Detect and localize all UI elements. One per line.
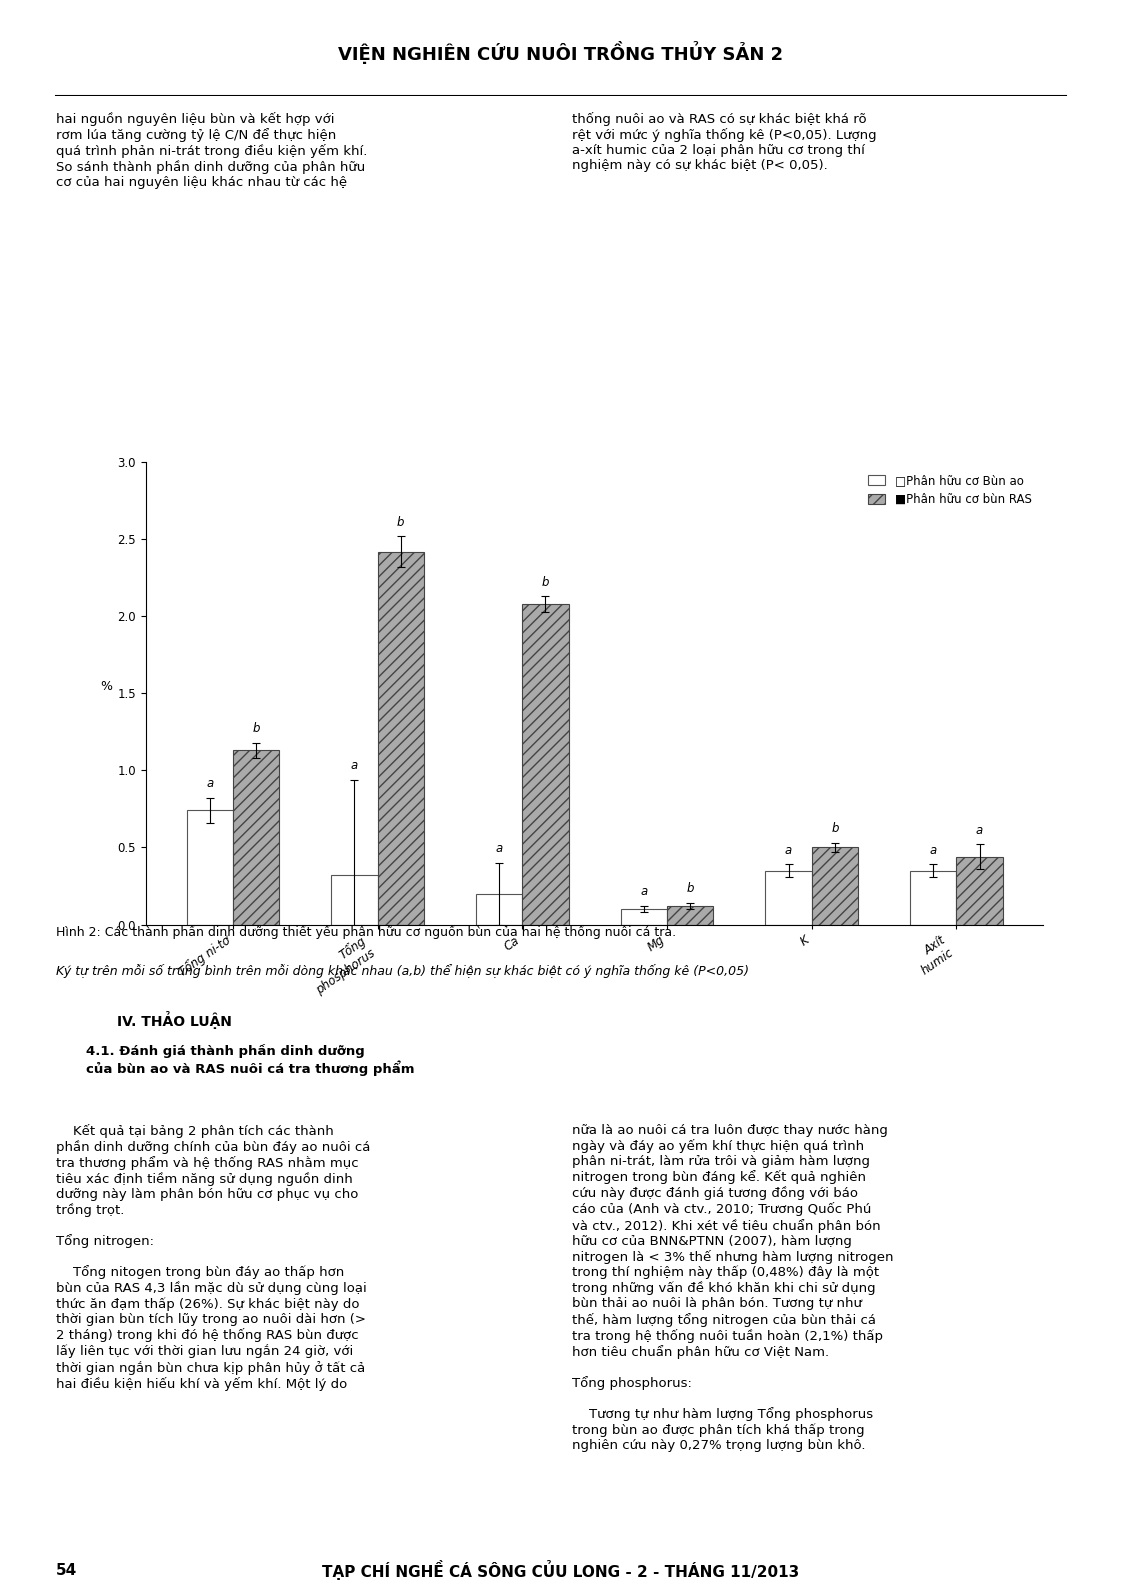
Bar (620, 909, 666, 925)
Text: a: a (976, 824, 983, 837)
Text: IV. THẢO LUẬN: IV. THẢO LUẬN (117, 1011, 231, 1030)
Text: b: b (397, 515, 405, 529)
Text: b: b (542, 575, 549, 588)
Bar (331, 875, 378, 925)
Y-axis label: %: % (100, 681, 112, 693)
Text: Ký tự trên mỗi số trung bình trên mỗi dòng khác nhau (a,b) thể hiện sự khác biệt: Ký tự trên mỗi số trung bình trên mỗi dò… (56, 963, 749, 977)
Bar (186, 810, 233, 925)
Bar (476, 894, 523, 925)
Bar (378, 552, 424, 925)
Text: a: a (496, 842, 503, 854)
Text: 54: 54 (56, 1562, 77, 1578)
Text: nữa là ao nuôi cá tra luôn được thay nước hàng
ngày và đáy ao yếm khí thực hiện : nữa là ao nuôi cá tra luôn được thay nướ… (572, 1124, 894, 1452)
Text: a: a (930, 843, 937, 856)
Text: b: b (687, 881, 693, 896)
Text: VIỆN NGHIÊN CỨU NUÔI TRỒNG THỦY SẢN 2: VIỆN NGHIÊN CỨU NUÔI TRỒNG THỦY SẢN 2 (339, 41, 783, 64)
Text: b: b (831, 823, 838, 835)
Text: 4.1. Đánh giá thành phần dinh dưỡng
của bùn ao và RAS nuôi cá tra thương phẩm: 4.1. Đánh giá thành phần dinh dưỡng của … (85, 1044, 414, 1076)
Bar (666, 905, 714, 925)
Bar (910, 870, 956, 925)
Bar (523, 604, 569, 925)
Text: Kết quả tại bảng 2 phân tích các thành
phần dinh dưỡng chính của bùn đáy ao nuôi: Kết quả tại bảng 2 phân tích các thành p… (56, 1124, 370, 1392)
Bar (811, 848, 858, 925)
Text: a: a (351, 759, 358, 771)
Text: b: b (252, 722, 260, 735)
Text: hai nguồn nguyên liệu bùn và kết hợp với
rơm lúa tăng cường tỷ lệ C/N để thực hi: hai nguồn nguyên liệu bùn và kết hợp với… (56, 112, 368, 190)
Text: a: a (641, 885, 647, 899)
Text: TẠP CHÍ NGHỀ CÁ SÔNG CỦU LONG - 2 - THÁNG 11/2013: TẠP CHÍ NGHỀ CÁ SÔNG CỦU LONG - 2 - THÁN… (322, 1561, 800, 1580)
Text: a: a (785, 843, 792, 856)
Bar (233, 751, 279, 925)
Text: thống nuôi ao và RAS có sự khác biệt khá rõ
rệt với mức ý nghĩa thống kê (P<0,05: thống nuôi ao và RAS có sự khác biệt khá… (572, 112, 877, 172)
Text: Hình 2: Các thành phần dinh dưỡng thiết yếu phân hữu cơ nguồn bùn của hai hệ thố: Hình 2: Các thành phần dinh dưỡng thiết … (56, 925, 677, 939)
Legend: □Phân hữu cơ Bùn ao, ■Phân hữu cơ bùn RAS: □Phân hữu cơ Bùn ao, ■Phân hữu cơ bùn RA… (862, 469, 1038, 512)
Text: a: a (206, 778, 213, 791)
Bar (956, 856, 1003, 925)
Bar (765, 870, 811, 925)
